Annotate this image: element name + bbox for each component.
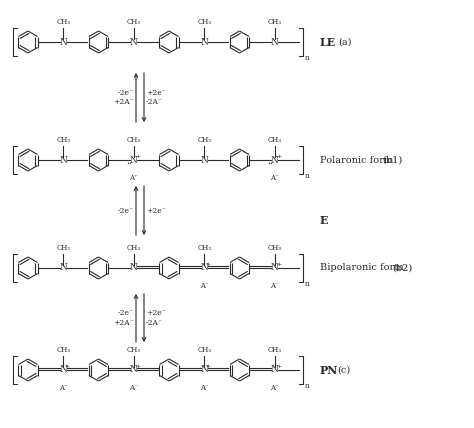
Text: CH₃: CH₃ bbox=[56, 18, 70, 26]
Text: +2e⁻
-2A⁻: +2e⁻ -2A⁻ bbox=[146, 89, 166, 107]
Text: (a): (a) bbox=[338, 38, 352, 47]
Text: A⁻: A⁻ bbox=[59, 384, 68, 392]
Text: ••: •• bbox=[267, 161, 273, 166]
Text: A⁻: A⁻ bbox=[270, 174, 279, 182]
Text: +: + bbox=[276, 154, 282, 159]
Text: (b1): (b1) bbox=[382, 155, 402, 164]
Text: N: N bbox=[271, 366, 279, 374]
Text: +: + bbox=[276, 262, 282, 267]
Text: N: N bbox=[59, 155, 67, 164]
Text: A⁻: A⁻ bbox=[129, 174, 138, 182]
Text: CH₃: CH₃ bbox=[197, 136, 211, 144]
Text: +: + bbox=[135, 154, 140, 159]
Text: N: N bbox=[130, 264, 137, 273]
Text: (b2): (b2) bbox=[392, 264, 412, 273]
Text: CH₃: CH₃ bbox=[197, 244, 211, 252]
Text: CH₃: CH₃ bbox=[268, 136, 282, 144]
Text: A⁻: A⁻ bbox=[200, 384, 209, 392]
Text: N: N bbox=[201, 38, 208, 47]
Text: ••: •• bbox=[127, 161, 132, 166]
Text: CH₃: CH₃ bbox=[56, 244, 70, 252]
Text: -2e⁻: -2e⁻ bbox=[118, 206, 134, 214]
Text: N: N bbox=[59, 38, 67, 47]
Text: +: + bbox=[206, 364, 211, 369]
Text: Polaronic form: Polaronic form bbox=[320, 155, 393, 164]
Text: CH₃: CH₃ bbox=[268, 346, 282, 354]
Text: N: N bbox=[201, 264, 208, 273]
Text: N: N bbox=[201, 155, 208, 164]
Text: N: N bbox=[130, 38, 137, 47]
Text: +: + bbox=[206, 262, 211, 267]
Text: N: N bbox=[59, 264, 67, 273]
Text: +: + bbox=[135, 364, 140, 369]
Text: CH₃: CH₃ bbox=[268, 18, 282, 26]
Text: n: n bbox=[305, 382, 310, 390]
Text: A⁻: A⁻ bbox=[200, 282, 209, 290]
Text: n: n bbox=[305, 172, 310, 180]
Text: -2e⁻
+2A⁻: -2e⁻ +2A⁻ bbox=[113, 309, 134, 327]
Text: +: + bbox=[64, 364, 70, 369]
Text: -2e⁻
+2A⁻: -2e⁻ +2A⁻ bbox=[113, 89, 134, 107]
Text: A⁻: A⁻ bbox=[270, 282, 279, 290]
Text: N: N bbox=[271, 38, 279, 47]
Text: CH₃: CH₃ bbox=[197, 18, 211, 26]
Text: CH₃: CH₃ bbox=[127, 136, 141, 144]
Text: CH₃: CH₃ bbox=[127, 18, 141, 26]
Text: N: N bbox=[271, 264, 279, 273]
Text: CH₃: CH₃ bbox=[56, 136, 70, 144]
Text: Bipolaronic form: Bipolaronic form bbox=[320, 264, 404, 273]
Text: N: N bbox=[130, 366, 137, 374]
Text: CH₃: CH₃ bbox=[268, 244, 282, 252]
Text: n: n bbox=[305, 280, 310, 288]
Text: (c): (c) bbox=[337, 366, 350, 374]
Text: N: N bbox=[130, 155, 137, 164]
Text: A⁻: A⁻ bbox=[270, 384, 279, 392]
Text: CH₃: CH₃ bbox=[197, 346, 211, 354]
Text: CH₃: CH₃ bbox=[56, 346, 70, 354]
Text: N: N bbox=[271, 155, 279, 164]
Text: N: N bbox=[201, 366, 208, 374]
Text: +: + bbox=[276, 364, 282, 369]
Text: CH₃: CH₃ bbox=[127, 346, 141, 354]
Text: A⁻: A⁻ bbox=[129, 384, 138, 392]
Text: E: E bbox=[320, 214, 328, 226]
Text: +2e⁻: +2e⁻ bbox=[146, 206, 166, 214]
Text: N: N bbox=[59, 366, 67, 374]
Text: PN: PN bbox=[320, 365, 338, 375]
Text: CH₃: CH₃ bbox=[127, 244, 141, 252]
Text: n: n bbox=[305, 54, 310, 62]
Text: +2e⁻
-2A⁻: +2e⁻ -2A⁻ bbox=[146, 309, 166, 327]
Text: LE: LE bbox=[320, 36, 336, 48]
